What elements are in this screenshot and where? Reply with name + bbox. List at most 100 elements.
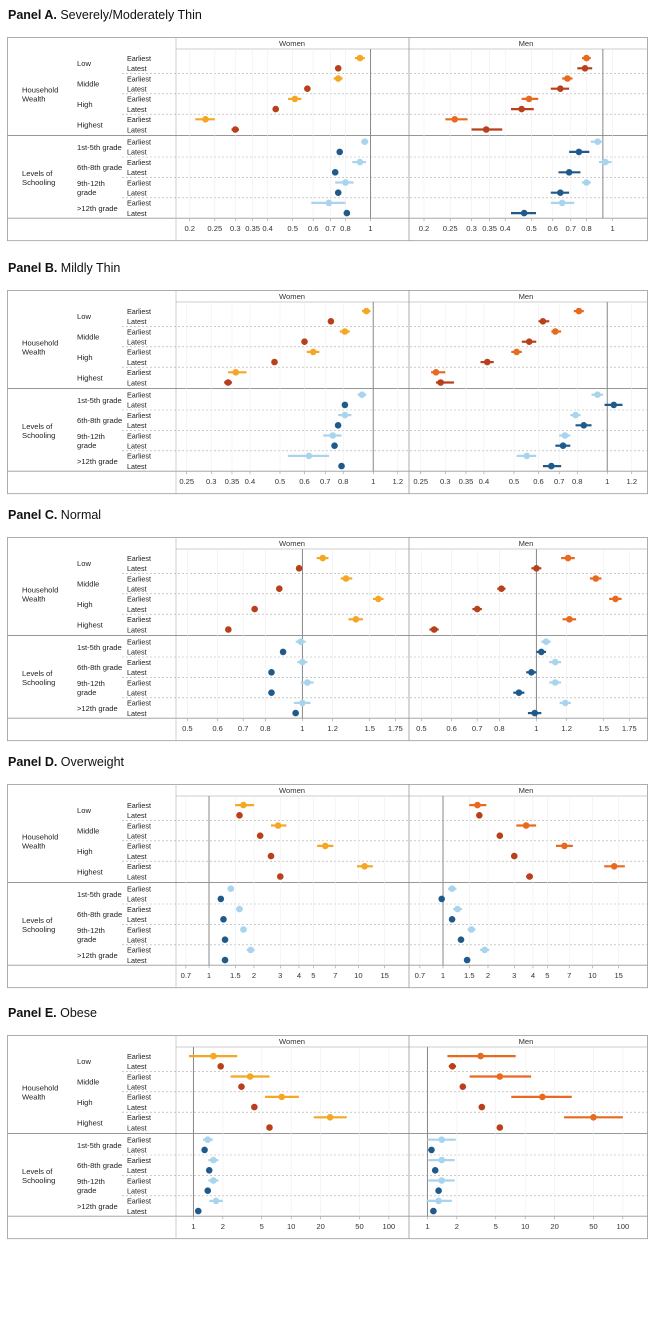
point-estimate — [329, 432, 337, 439]
row-label-latest: Latest — [127, 421, 147, 430]
point-estimate — [225, 626, 232, 633]
row-label-earliest: Earliest — [127, 1176, 151, 1185]
category-label: 6th-8th grade — [77, 663, 122, 672]
row-label-earliest: Earliest — [127, 554, 151, 563]
group-label: Schooling — [22, 178, 55, 187]
category-label: Highest — [77, 867, 104, 876]
panel-title: Panel E. Obese — [8, 1006, 97, 1020]
row-label-earliest: Earliest — [127, 658, 151, 667]
point-estimate — [271, 358, 278, 366]
row-label-earliest: Earliest — [127, 615, 151, 624]
point-estimate — [525, 95, 533, 103]
axis-tick-label: 50 — [589, 1222, 597, 1231]
point-estimate — [580, 422, 588, 429]
panel-title-prefix: Panel E. — [8, 1006, 60, 1020]
axis-tick-label: 7 — [333, 971, 337, 980]
group-label: Levels of — [22, 169, 53, 178]
row-label-earliest: Earliest — [127, 862, 151, 871]
row-label-earliest: Earliest — [127, 327, 151, 336]
group-label: Schooling — [22, 925, 55, 934]
row-label-latest: Latest — [127, 668, 147, 677]
point-estimate — [430, 1207, 437, 1215]
category-label: grade — [77, 688, 96, 697]
row-label-latest: Latest — [127, 852, 147, 861]
category-label: Low — [77, 312, 91, 321]
panel-title-text: Severely/Moderately Thin — [60, 8, 202, 22]
axis-tick-label: 0.8 — [494, 724, 505, 733]
row-label-latest: Latest — [127, 148, 147, 157]
point-estimate — [482, 126, 490, 133]
point-estimate — [272, 105, 280, 113]
category-label: 6th-8th grade — [77, 416, 122, 425]
axis-tick-label: 1 — [207, 971, 211, 980]
row-label-earliest: Earliest — [127, 1052, 151, 1061]
axis-tick-label: 0.4 — [479, 477, 490, 486]
point-estimate — [526, 873, 533, 880]
row-label-earliest: Earliest — [127, 885, 151, 894]
facet-title: Women — [279, 39, 305, 48]
axis-tick-label: 0.7 — [566, 224, 577, 233]
point-estimate — [251, 1103, 258, 1111]
panel-frame — [7, 537, 648, 742]
group-label: Schooling — [22, 1176, 55, 1185]
point-estimate — [352, 616, 360, 623]
axis-tick-label: 0.25 — [443, 224, 458, 233]
point-estimate — [268, 669, 275, 676]
point-estimate — [321, 842, 329, 850]
point-estimate — [334, 422, 342, 429]
point-estimate — [435, 1187, 442, 1194]
row-label-earliest: Earliest — [127, 95, 151, 104]
point-estimate — [220, 916, 227, 923]
category-label: grade — [77, 441, 96, 450]
point-estimate — [267, 852, 275, 860]
point-estimate — [276, 585, 283, 592]
category-label: Middle — [77, 80, 99, 89]
category-label: Highest — [77, 620, 104, 629]
axis-tick-label: 5 — [545, 971, 549, 980]
group-label: Levels of — [22, 916, 53, 925]
axis-tick-label: 20 — [316, 1222, 324, 1231]
axis-tick-label: 0.25 — [179, 477, 194, 486]
facet-men: Men 1 2 5 10 20 50 100 — [425, 1037, 629, 1231]
point-estimate — [341, 401, 349, 409]
row-label-earliest: Earliest — [127, 368, 151, 377]
axis-tick-label: 1 — [371, 477, 375, 486]
point-estimate — [590, 1114, 597, 1121]
point-estimate — [602, 158, 609, 166]
point-estimate — [297, 638, 305, 645]
axis-tick-label: 2 — [486, 971, 490, 980]
axis-tick-label: 0.35 — [459, 477, 474, 486]
axis-tick-label: 2 — [221, 1222, 225, 1231]
axis-tick-label: 10 — [287, 1222, 295, 1231]
point-estimate — [566, 616, 573, 623]
row-label-earliest: Earliest — [127, 158, 151, 167]
axis-tick-label: 1.2 — [626, 477, 637, 486]
axis-tick-label: 0.4 — [262, 224, 273, 233]
row-label-earliest: Earliest — [127, 1113, 151, 1122]
facet-title: Men — [519, 539, 534, 548]
point-estimate — [564, 75, 571, 82]
point-estimate — [473, 605, 481, 613]
row-label-latest: Latest — [127, 1083, 147, 1092]
row-label-latest: Latest — [127, 209, 147, 218]
axis-tick-label: 0.5 — [416, 724, 427, 733]
point-estimate — [343, 209, 351, 217]
axis-tick-label: 0.3 — [206, 477, 217, 486]
axis-tick-label: 0.4 — [500, 224, 511, 233]
row-label-earliest: Earliest — [127, 925, 151, 934]
point-estimate — [217, 895, 225, 903]
point-estimate — [561, 432, 569, 439]
group-label: Wealth — [22, 1092, 46, 1101]
panel-title-text: Normal — [61, 508, 101, 522]
row-label-latest: Latest — [127, 1166, 147, 1175]
point-estimate — [319, 554, 327, 562]
panel-frame — [7, 784, 648, 989]
point-estimate — [221, 936, 229, 943]
group-label: Household — [22, 832, 58, 841]
category-label: 1st-5th grade — [77, 643, 122, 652]
axis-tick-label: 0.8 — [581, 224, 592, 233]
row-label-latest: Latest — [127, 936, 147, 945]
